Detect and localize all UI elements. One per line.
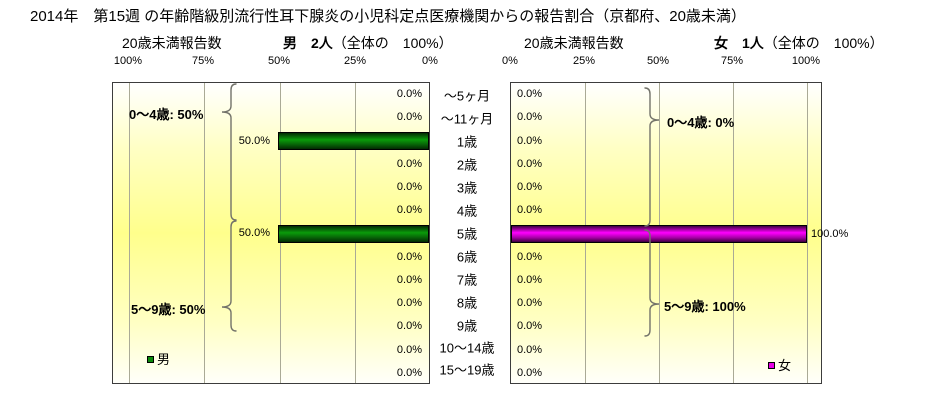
female-plot-area: 0.0% 0.0% 0.0% 0.0% 0.0% 0.0% 0.0% 0.0% … [510, 82, 822, 384]
value-label: 0.0% [517, 135, 543, 147]
bracket-icon [644, 229, 660, 337]
female-legend-label: 女 [778, 358, 792, 373]
value-label: 50.0% [238, 227, 270, 239]
value-label: 0.0% [396, 111, 422, 123]
male-legend-swatch-icon [147, 356, 154, 363]
value-label: 0.0% [517, 274, 543, 286]
value-label: 0.0% [396, 204, 422, 216]
value-label: 0.0% [517, 251, 543, 263]
value-label: 0.0% [517, 367, 543, 379]
female-axis-tick: 0% [502, 55, 518, 67]
value-label: 0.0% [517, 88, 543, 100]
male-share: （全体の 100%） [332, 35, 453, 51]
value-label: 0.0% [396, 297, 422, 309]
bar-male-5yo [278, 225, 429, 243]
male-plot-area: 0.0% 0.0% 50.0% 0.0% 0.0% 0.0% 50.0% 0.0… [112, 82, 430, 384]
male-legend-label: 男 [157, 352, 171, 367]
bracket-icon [221, 83, 237, 221]
male-axis-tick: 75% [191, 55, 215, 67]
value-label: 0.0% [396, 344, 422, 356]
value-label: 0.0% [396, 181, 422, 193]
value-label: 0.0% [517, 297, 543, 309]
female-bracket-label-0-4: 0〜4歳: 0% [667, 115, 735, 130]
male-bracket-label-5-9: 5〜9歳: 50% [131, 302, 206, 317]
age-label: 〜5ヶ月 [443, 88, 491, 104]
age-label: 6歳 [456, 249, 478, 265]
female-bracket-label-5-9: 5〜9歳: 100% [664, 299, 746, 314]
bracket-icon [221, 220, 237, 332]
value-label: 0.0% [517, 344, 543, 356]
gridline [807, 83, 808, 383]
value-label: 0.0% [517, 204, 543, 216]
male-report-count-label: 20歳未満報告数 [122, 35, 222, 51]
value-label: 0.0% [396, 158, 422, 170]
female-count: 女 1人 [714, 35, 764, 51]
male-axis-tick: 25% [343, 55, 367, 67]
age-label: 9歳 [456, 318, 478, 334]
value-label: 0.0% [517, 111, 543, 123]
age-label: 3歳 [456, 180, 478, 196]
value-label: 0.0% [396, 274, 422, 286]
value-label: 100.0% [811, 228, 849, 240]
chart-title: 2014年 第15週 の年齢階級別流行性耳下腺炎の小児科定点医療機関からの報告割… [30, 8, 746, 25]
age-label: 8歳 [456, 295, 478, 311]
female-report-count-label: 20歳未満報告数 [524, 35, 624, 51]
value-label: 0.0% [396, 320, 422, 332]
value-label: 0.0% [517, 320, 543, 332]
age-label: 15〜19歳 [439, 362, 495, 378]
gridline [129, 83, 130, 383]
male-bracket-label-0-4: 0〜4歳: 50% [129, 107, 204, 122]
age-label: 〜11ヶ月 [440, 111, 494, 127]
male-subtitle: 男 2人（全体の 100%） [283, 33, 453, 53]
bracket-icon [644, 87, 660, 227]
male-axis-tick: 0% [422, 55, 438, 67]
female-axis-tick: 100% [791, 55, 821, 67]
bar-female-5yo [511, 225, 807, 243]
gridline [204, 83, 205, 383]
female-axis-tick: 25% [572, 55, 596, 67]
age-label: 5歳 [456, 226, 478, 242]
value-label: 0.0% [396, 88, 422, 100]
value-label: 0.0% [517, 181, 543, 193]
age-label: 4歳 [456, 203, 478, 219]
male-axis-tick: 50% [267, 55, 291, 67]
female-subtitle: 女 1人（全体の 100%） [714, 33, 884, 53]
female-legend-swatch-icon [768, 362, 775, 369]
value-label: 50.0% [238, 135, 270, 147]
male-count: 男 2人 [283, 35, 333, 51]
age-label: 1歳 [456, 134, 478, 150]
male-axis-tick: 100% [113, 55, 143, 67]
female-axis-tick: 50% [646, 55, 670, 67]
bar-male-1yo [278, 132, 429, 150]
age-label: 2歳 [456, 157, 478, 173]
female-axis-tick: 75% [720, 55, 744, 67]
age-label: 10〜14歳 [439, 340, 495, 356]
age-label: 7歳 [456, 272, 478, 288]
female-share: （全体の 100%） [763, 35, 884, 51]
value-label: 0.0% [396, 367, 422, 379]
value-label: 0.0% [396, 251, 422, 263]
value-label: 0.0% [517, 158, 543, 170]
